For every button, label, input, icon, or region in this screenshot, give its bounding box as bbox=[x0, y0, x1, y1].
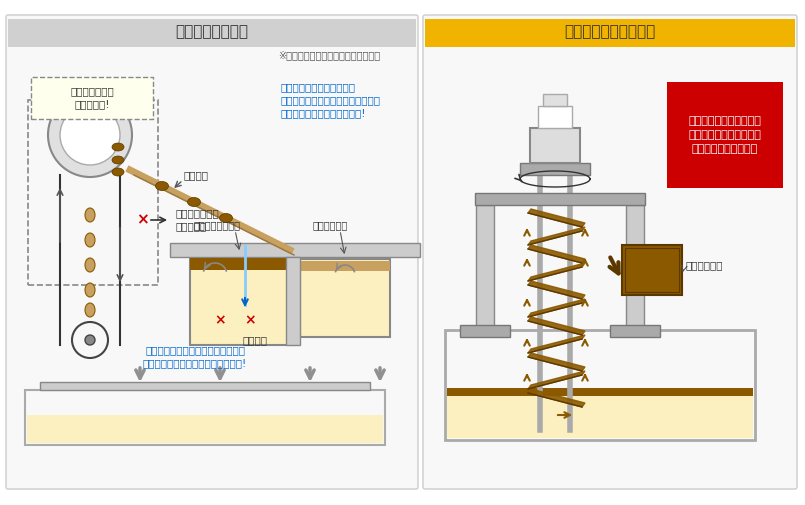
Text: 定期的な調整、
交換が必要!: 定期的な調整、 交換が必要! bbox=[70, 86, 114, 110]
Ellipse shape bbox=[85, 208, 95, 222]
Bar bbox=[190, 258, 290, 270]
Bar bbox=[300, 261, 390, 271]
Ellipse shape bbox=[85, 233, 95, 247]
Bar bbox=[447, 388, 753, 396]
Text: リックス浮上油回収機: リックス浮上油回収機 bbox=[564, 25, 655, 39]
Text: 浮上油と一緒にスラッジが
回収されるので、清掃をしないと、
分離タンクが機能しなくなる!: 浮上油と一緒にスラッジが 回収されるので、清掃をしないと、 分離タンクが機能しな… bbox=[280, 82, 380, 118]
Text: クーラントの持ち出しが多いため、
タンク内のクーラントの減りが早い!: クーラントの持ち出しが多いため、 タンク内のクーラントの減りが早い! bbox=[142, 345, 247, 369]
Polygon shape bbox=[528, 335, 585, 353]
Ellipse shape bbox=[112, 168, 124, 176]
FancyBboxPatch shape bbox=[667, 82, 783, 188]
Bar bbox=[475, 193, 645, 205]
Ellipse shape bbox=[85, 303, 95, 317]
Polygon shape bbox=[670, 148, 685, 162]
Bar bbox=[626, 205, 644, 330]
Bar bbox=[520, 163, 590, 175]
FancyBboxPatch shape bbox=[31, 77, 153, 119]
Ellipse shape bbox=[155, 181, 168, 190]
Bar bbox=[170, 243, 420, 257]
Bar bbox=[286, 257, 300, 345]
Bar bbox=[530, 128, 580, 163]
Text: スラッジ: スラッジ bbox=[242, 335, 267, 345]
Bar bbox=[460, 325, 510, 337]
Bar bbox=[543, 94, 567, 106]
Bar bbox=[538, 106, 572, 128]
Bar bbox=[40, 382, 370, 390]
Ellipse shape bbox=[188, 197, 200, 207]
Polygon shape bbox=[528, 209, 585, 227]
Text: ×: × bbox=[214, 313, 226, 327]
Polygon shape bbox=[528, 389, 585, 407]
FancyBboxPatch shape bbox=[423, 15, 797, 489]
Ellipse shape bbox=[112, 106, 124, 114]
Text: クーラントの持ち出しが
少ないので、比重差分離
タンクがいりません。: クーラントの持ち出しが 少ないので、比重差分離 タンクがいりません。 bbox=[688, 116, 762, 154]
Bar bbox=[625, 248, 679, 292]
Text: 油回収タンク: 油回収タンク bbox=[312, 220, 348, 230]
Polygon shape bbox=[528, 227, 585, 245]
Ellipse shape bbox=[85, 258, 95, 272]
Ellipse shape bbox=[112, 156, 124, 164]
Text: ×: × bbox=[135, 213, 148, 227]
Circle shape bbox=[60, 105, 120, 165]
Polygon shape bbox=[528, 263, 585, 281]
Bar bbox=[622, 245, 682, 295]
Bar bbox=[610, 325, 660, 337]
Polygon shape bbox=[528, 245, 585, 263]
Text: 油回収タンク: 油回収タンク bbox=[685, 260, 723, 270]
Polygon shape bbox=[528, 281, 585, 299]
Text: 一般的なベルト式: 一般的なベルト式 bbox=[175, 25, 249, 39]
Bar bbox=[190, 255, 290, 345]
Bar bbox=[25, 390, 385, 445]
Bar bbox=[27, 415, 383, 443]
FancyBboxPatch shape bbox=[6, 15, 418, 489]
Ellipse shape bbox=[85, 283, 95, 297]
Bar bbox=[8, 19, 416, 47]
Ellipse shape bbox=[112, 143, 124, 151]
Bar bbox=[476, 205, 494, 330]
Bar bbox=[447, 396, 753, 438]
Ellipse shape bbox=[220, 214, 233, 223]
Bar bbox=[425, 19, 795, 47]
Polygon shape bbox=[528, 317, 585, 335]
Text: ※分離タンクが機能しなくなった場合: ※分離タンクが機能しなくなった場合 bbox=[278, 50, 380, 60]
Polygon shape bbox=[528, 353, 585, 371]
Bar bbox=[445, 330, 755, 440]
Bar bbox=[300, 259, 390, 337]
Text: スキージ: スキージ bbox=[183, 170, 208, 180]
Polygon shape bbox=[528, 371, 585, 389]
Circle shape bbox=[48, 93, 132, 177]
Text: 比重差分離タンク: 比重差分離タンク bbox=[193, 220, 241, 230]
Text: ベルトが切れる
ことがある: ベルトが切れる ことがある bbox=[175, 209, 219, 232]
Text: ×: × bbox=[244, 313, 256, 327]
Polygon shape bbox=[528, 299, 585, 317]
Circle shape bbox=[85, 335, 95, 345]
